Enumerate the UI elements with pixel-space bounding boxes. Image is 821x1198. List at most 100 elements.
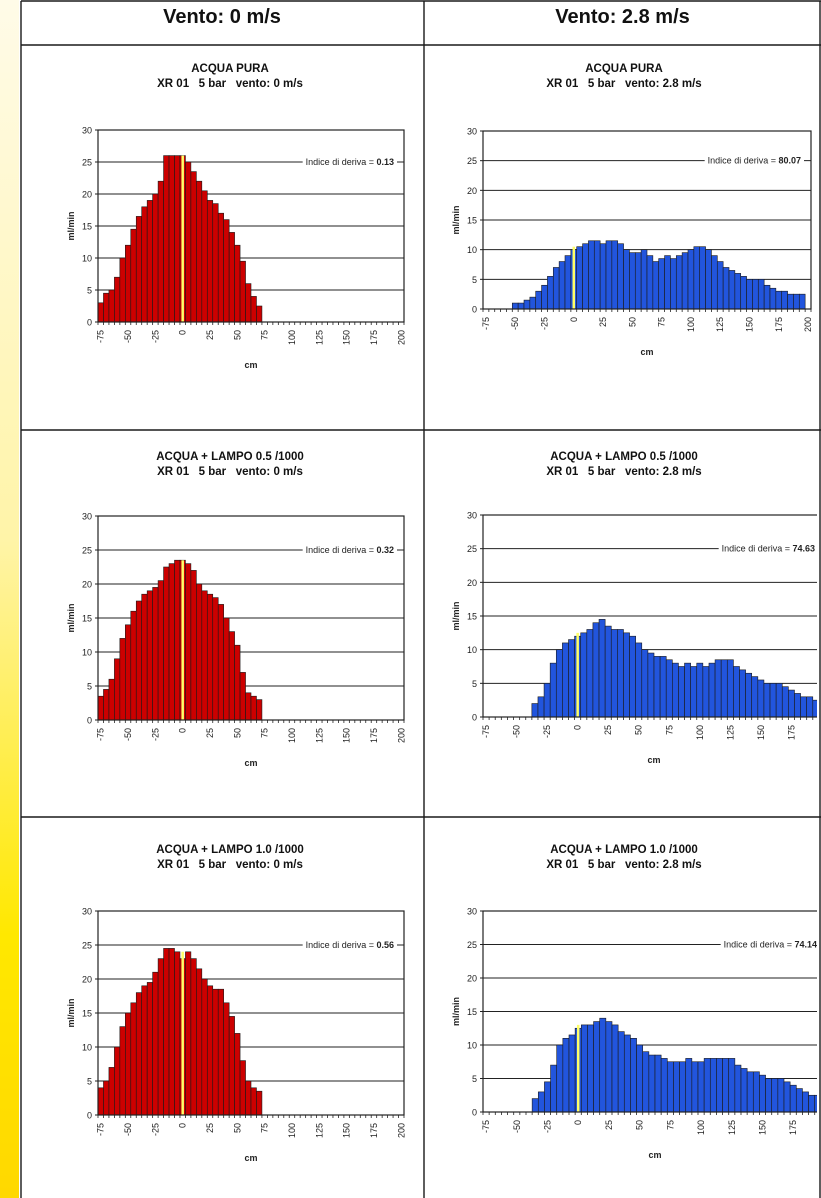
y-tick-label: 0 xyxy=(87,716,92,726)
histogram-bar xyxy=(587,1024,594,1113)
histogram-bar xyxy=(617,243,624,310)
histogram-bar xyxy=(740,276,747,310)
histogram-bar xyxy=(709,1058,717,1113)
drift-index-value: 0.56 xyxy=(376,940,394,950)
drift-index-annotation: Indice di deriva = 80.07 xyxy=(708,156,801,166)
x-tick-label: 75 xyxy=(260,728,270,738)
chart-sheet: Vento: 0 m/s Vento: 2.8 m/s ACQUA PURA X… xyxy=(20,0,821,1198)
y-tick-label: 0 xyxy=(472,305,477,315)
x-tick-label: 175 xyxy=(369,1123,379,1138)
histogram-bar xyxy=(640,249,648,310)
chart-2-title-block: ACQUA PURA XR 01 5 bar vento: 2.8 m/s xyxy=(474,62,774,92)
histogram-bar xyxy=(665,659,673,718)
histogram-bar xyxy=(666,1061,674,1113)
histogram-bar xyxy=(783,1081,791,1113)
histogram-bar xyxy=(212,203,219,323)
drift-index-label: Indice di deriva = xyxy=(306,940,377,950)
histogram-bar xyxy=(190,570,197,721)
y-tick-label: 5 xyxy=(472,679,477,689)
x-tick-label: 100 xyxy=(686,317,696,332)
histogram-bar xyxy=(228,631,235,721)
histogram-bar xyxy=(720,659,728,718)
y-tick-label: 25 xyxy=(467,544,477,554)
y-tick-label: 20 xyxy=(467,186,477,196)
drift-index-label: Indice di deriva = xyxy=(306,545,377,555)
histogram-bar xyxy=(562,1038,570,1113)
x-tick-label: 125 xyxy=(314,728,324,743)
x-tick-label: 100 xyxy=(287,330,297,345)
histogram-bar xyxy=(135,216,143,323)
histogram-bar xyxy=(135,992,143,1116)
histogram-bar xyxy=(185,951,192,1116)
histogram-bar xyxy=(654,1054,662,1113)
x-tick-label: 75 xyxy=(657,317,667,327)
y-tick-label: 0 xyxy=(87,318,92,328)
histogram-bar xyxy=(629,635,636,718)
histogram-bar xyxy=(678,666,685,718)
histogram-bar xyxy=(617,629,624,718)
histogram-bar xyxy=(763,683,771,718)
histogram-bar xyxy=(108,1067,115,1116)
x-tick-label: 200 xyxy=(396,330,406,345)
x-tick-label: 175 xyxy=(369,728,379,743)
y-tick-label: 15 xyxy=(467,216,477,226)
histogram-bar xyxy=(660,1058,668,1113)
histogram-bar xyxy=(582,243,589,310)
histogram-bar xyxy=(217,604,224,721)
x-tick-label: -75 xyxy=(481,1120,491,1133)
column-header-left: Vento: 0 m/s xyxy=(163,6,281,28)
histogram-bar xyxy=(568,1034,576,1113)
histogram-bar xyxy=(739,669,746,718)
histogram-bar xyxy=(537,1091,545,1113)
x-tick-label: 25 xyxy=(205,1123,215,1133)
histogram-bar xyxy=(517,302,525,310)
histogram-bar xyxy=(722,267,730,310)
drift-index-annotation: Indice di deriva = 74.14 xyxy=(724,940,817,950)
yellow-side-stripe xyxy=(0,0,19,1198)
histogram-bar xyxy=(250,1087,257,1116)
chart-5-subtitle: XR 01 5 bar vento: 0 m/s xyxy=(157,859,303,871)
histogram-bar xyxy=(201,978,208,1116)
histogram-bar xyxy=(119,1026,126,1116)
histogram-bar xyxy=(114,658,121,721)
histogram-bar xyxy=(728,1058,736,1113)
x-axis-label: cm xyxy=(647,755,660,765)
x-tick-label: -25 xyxy=(540,317,550,330)
histogram-bar xyxy=(586,629,594,718)
histogram-bar xyxy=(217,988,224,1116)
x-tick-label: 50 xyxy=(232,1123,242,1133)
histogram-bar xyxy=(108,289,115,323)
histogram-bar xyxy=(684,662,691,718)
histogram-bar xyxy=(580,632,588,718)
histogram-bar xyxy=(174,155,181,323)
histogram-bar xyxy=(798,293,806,310)
histogram-bar xyxy=(705,249,712,310)
histogram-bar xyxy=(752,1071,760,1113)
drift-index-annotation: Indice di deriva = 0.13 xyxy=(306,157,394,167)
histogram-bar xyxy=(814,1094,817,1113)
histogram-bar xyxy=(146,200,153,323)
histogram-bar xyxy=(201,190,208,323)
histogram-bar xyxy=(228,1016,235,1116)
histogram-bar xyxy=(97,695,104,721)
drift-index-label: Indice di deriva = xyxy=(722,544,793,554)
histogram-bar xyxy=(245,692,252,721)
x-axis-label: cm xyxy=(640,347,653,357)
x-tick-label: -25 xyxy=(543,1120,553,1133)
x-tick-label: 25 xyxy=(205,330,215,340)
histogram-bar xyxy=(157,958,164,1116)
histogram-bar xyxy=(636,1044,644,1113)
histogram-bar xyxy=(691,1061,699,1113)
histogram-bar xyxy=(604,625,612,718)
histogram-bar xyxy=(711,255,718,310)
y-tick-label: 10 xyxy=(467,645,477,655)
x-tick-label: 100 xyxy=(287,1123,297,1138)
x-tick-label: 125 xyxy=(725,725,735,740)
chart-1-title: ACQUA PURA xyxy=(191,63,269,75)
drift-index-annotation: Indice di deriva = 74.63 xyxy=(722,544,815,554)
histogram-bar xyxy=(250,296,257,323)
x-tick-label: 175 xyxy=(788,1120,798,1135)
histogram-bar xyxy=(675,255,683,310)
y-tick-label: 20 xyxy=(467,578,477,588)
histogram-bar xyxy=(125,244,132,323)
